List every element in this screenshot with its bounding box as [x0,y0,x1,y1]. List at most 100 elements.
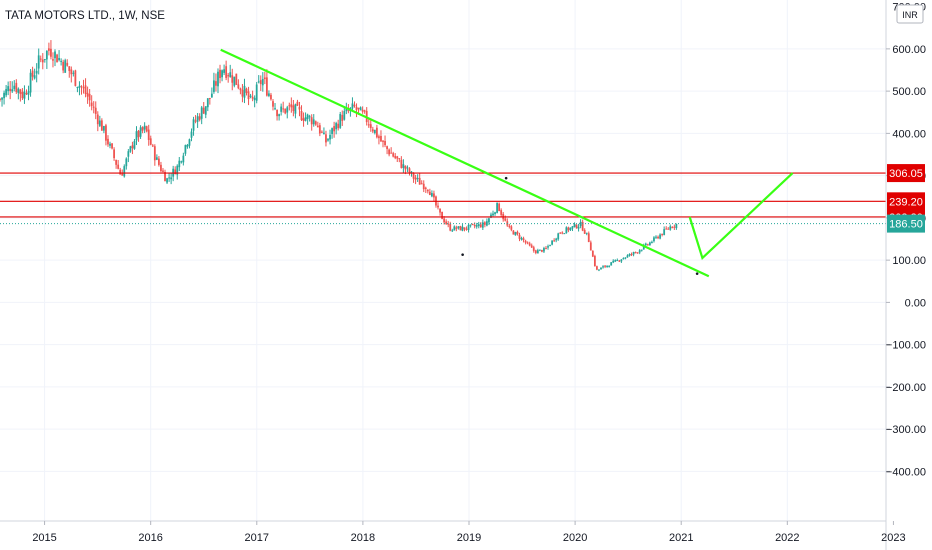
candle-body [418,177,421,185]
candle-body [441,211,443,220]
candle-body [667,228,670,230]
candle-body [64,60,67,73]
candle-body [479,224,482,228]
candle-body [62,61,65,71]
trendline[interactable] [220,48,710,278]
candle-body [363,110,366,112]
candle-body [528,243,531,246]
candle-body [642,245,645,250]
candle-body [622,258,625,260]
candle-body [431,193,433,197]
y-tick-label: −200.00 [886,382,926,394]
candle-body [200,107,203,119]
candle-body [600,267,602,270]
candle-body [276,109,278,117]
candle-body [15,82,18,93]
candle-body [131,145,134,149]
candle-body [325,134,327,143]
candle-body [335,123,338,130]
candle-body [9,88,12,92]
candle-body [343,111,346,120]
candle-body [72,72,75,74]
candle-body [632,252,635,255]
candle-body [585,232,588,234]
candle-body [70,69,73,75]
candle-body [416,177,419,179]
y-tick-label: 500.00 [892,86,926,98]
candle-body [223,69,225,73]
candle-body [43,59,46,61]
candle-body [567,227,570,231]
candle-body [92,106,95,108]
candle-body [606,265,609,268]
candle-body [465,228,468,230]
candle-body [176,165,179,175]
candle-body [494,212,496,215]
candle-body [508,225,511,227]
candle-body [27,91,30,95]
candle-body [545,247,547,249]
candle-body [270,94,272,100]
candle-body [86,92,89,97]
candle-body [318,125,321,134]
candle-body [541,249,543,252]
candle-body [237,84,240,89]
candle-body [396,156,399,159]
marker-dot [504,176,508,180]
candle-body [143,125,146,130]
candle-body [388,149,391,155]
candle-body [626,255,629,258]
x-tick-label: 2021 [669,532,693,544]
candle-body [123,166,126,177]
candle-body [227,75,230,77]
candle-body [298,106,301,110]
candle-body [11,89,14,92]
candle-body [288,105,291,107]
candle-body [280,106,283,112]
candle-body [628,253,631,256]
candle-body [190,131,193,138]
candle-body [573,224,576,227]
candle-body [290,104,293,108]
candle-body [52,59,54,61]
candle-body [463,227,466,230]
candle-body [439,208,441,213]
candle-body [510,226,513,230]
candle-body [345,108,348,112]
candle-body [98,120,101,126]
trendline[interactable] [688,172,794,261]
candle-body [192,119,195,131]
candle-body [532,247,535,251]
candle-body [265,77,268,96]
candle-body [82,87,85,89]
candle-body [339,114,342,128]
candle-body [268,93,270,96]
candle-body [213,80,215,92]
candle-body [184,145,187,154]
candle-body [591,250,594,257]
candle-body [259,80,262,85]
candle-body [174,169,177,175]
candle-body [455,227,458,229]
currency-button[interactable]: INR [896,4,924,24]
candle-body [359,107,362,111]
candle-body [255,84,258,101]
candle-body [475,225,478,227]
candle-body [7,86,10,92]
candle-body [196,116,199,122]
candle-body [88,93,91,101]
candle-body [188,139,191,146]
candle-body [164,171,166,182]
candle-body [261,79,264,86]
candle-body [630,254,633,256]
candle-body [45,50,48,60]
candle-body [449,223,452,231]
candle-body [111,143,113,149]
candle-body [215,81,217,86]
candle-body [202,107,205,114]
candle-body [569,227,572,231]
candle-body [412,173,415,179]
candle-body [549,245,551,247]
candle-body [673,226,676,228]
